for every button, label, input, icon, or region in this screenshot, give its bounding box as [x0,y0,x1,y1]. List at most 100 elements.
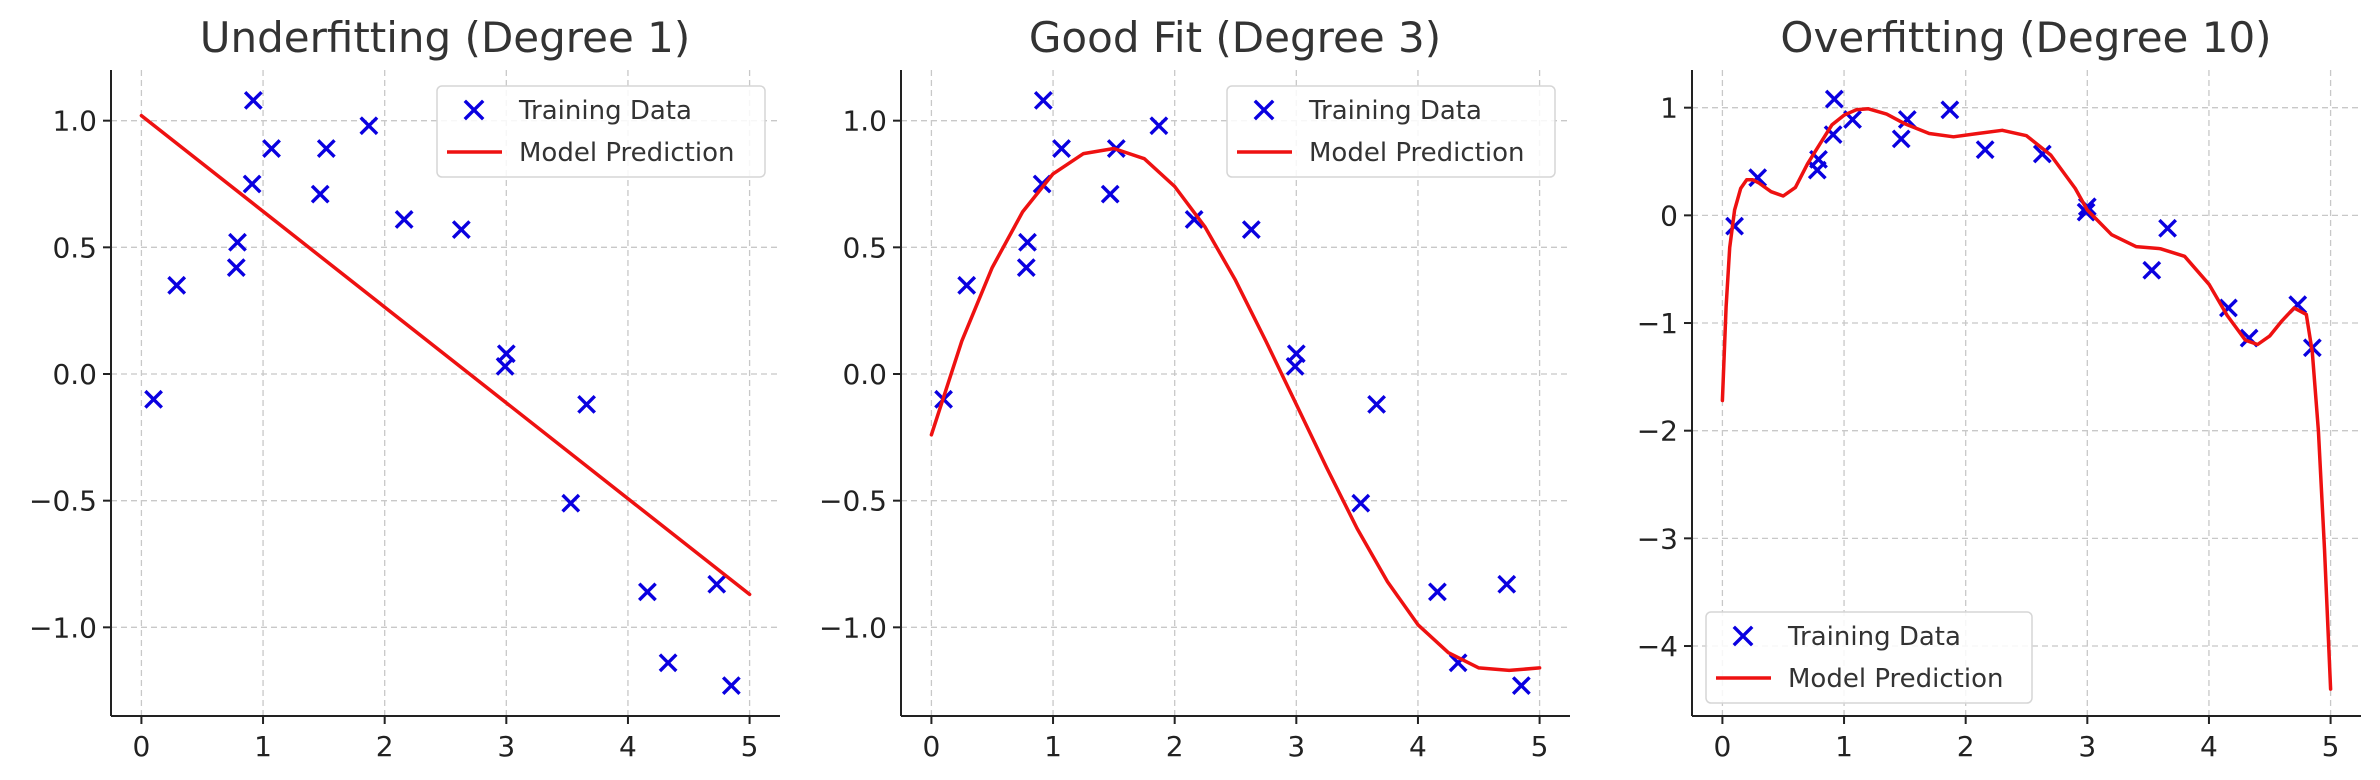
chart-3-training-point-3 [1807,160,1827,180]
chart-2-training-point-14 [1351,493,1371,513]
chart-2-ytick-label-2: 0.0 [842,358,887,391]
chart-3: Overfitting (Degree 10) 0 1 2 3 4 5 −4 −3 −2 −1 0 1 T… [1637,13,2361,763]
chart-2-training-point-7 [1100,184,1120,204]
chart-2-training-point-10 [1184,210,1204,229]
chart-3-model-prediction-line [1720,107,2333,691]
chart-1-training-point-15 [577,394,597,414]
chart-3-legend: Training Data Model Prediction [1705,611,2033,704]
chart-3-legend-training-label: Training Data [1787,622,1961,652]
chart-1-legend-model-label: Model Prediction [519,138,735,168]
chart-2-xtick-label-2: 2 [1166,730,1184,763]
chart-2-training-point-6 [1052,139,1071,158]
chart-2-training-point-9 [1149,116,1169,136]
chart-3-legend-training-marker [1732,625,1754,647]
chart-1-training-point-10 [394,210,414,229]
chart-3-ytick-label-0: −4 [1637,630,1678,663]
chart-2-legend-training-marker [1253,99,1275,121]
chart-1-training-point-3 [226,258,246,278]
chart-1-training-point-8 [316,139,336,158]
chart-1-ytick-label-1: −0.5 [29,485,97,518]
chart-2-ytick-label-3: 0.5 [842,231,887,264]
chart-2-title: Good Fit (Degree 3) [1029,13,1441,62]
chart-2-legend: Training Data Model Prediction [1226,85,1556,178]
chart-3-xtick-label-1: 1 [1835,730,1853,763]
chart-2-training-point-15 [1367,394,1387,414]
chart-2-training-point-1 [957,275,977,295]
chart-1-training-point-16 [638,582,657,602]
chart-1-training-point-17 [658,653,678,673]
chart-2-training-point-2 [1018,232,1037,252]
chart-1-legend-training-marker [463,99,485,121]
chart-1-legend-box [436,85,766,178]
chart-1-training-point-14 [561,493,581,513]
chart-1-training-point-18 [707,574,727,594]
chart-2-legend-model-label: Model Prediction [1309,138,1525,168]
chart-2-training-point-18 [1497,574,1517,594]
chart-3-ytick-label-5: 1 [1660,92,1678,125]
chart-1-title: Underfitting (Degree 1) [200,13,691,62]
chart-1-training-point-7 [310,184,330,204]
chart-1-xtick-label-1: 1 [254,730,272,763]
chart-1-training-point-5 [242,174,262,194]
chart-2-xtick-label-4: 4 [1409,730,1427,763]
chart-3-training-point-11 [2032,144,2052,164]
chart-2-training-point-16 [1428,582,1447,602]
chart-2-ytick-label-4: 1.0 [842,105,887,138]
chart-3-legend-box [1705,611,2033,704]
chart-3-training-point-4 [1824,89,1844,109]
chart-1-training-point-2 [228,232,247,252]
chart-3-ytick-label-2: −2 [1637,415,1678,448]
chart-1-training-point-11 [451,220,471,240]
chart-1-xtick-label-2: 2 [376,730,394,763]
chart-3-training-point-9 [1940,100,1960,120]
chart-3-xtick-label-5: 5 [2322,730,2340,763]
chart-3-training-point-12 [2076,202,2096,222]
chart-2-training-point-4 [1033,90,1053,110]
chart-1-xtick-label-4: 4 [619,730,637,763]
chart-2-ytick-label-1: −0.5 [819,485,887,518]
chart-2-ytick-label-0: −1.0 [819,611,887,644]
chart-2-model-prediction-line [929,146,1542,673]
chart-2-training-point-3 [1016,258,1036,278]
chart-3-xtick-label-4: 4 [2200,730,2218,763]
chart-3-ytick-label-4: 0 [1660,199,1678,232]
chart-1-xtick-label-3: 3 [497,730,515,763]
chart-3-training-point-0 [1725,216,1744,236]
chart-1-legend-training-label: Training Data [518,96,692,126]
chart-2-xtick-label-0: 0 [922,730,940,763]
chart-3-ytick-label-1: −3 [1637,522,1678,555]
chart-3-training-point-7 [1891,129,1911,149]
chart-3-xtick-label-2: 2 [1957,730,1975,763]
chart-1-ytick-label-3: 0.5 [52,231,97,264]
chart-2-legend-box [1226,85,1556,178]
chart-3-legend-model-label: Model Prediction [1788,664,2004,694]
chart-1-training-point-0 [144,389,163,409]
chart-1: Underfitting (Degree 1) 0 1 2 3 4 5 −1.0 −0.5 0.0… [29,13,780,763]
chart-2-training-point-13 [1286,344,1306,364]
chart-1-ytick-label-4: 1.0 [52,105,97,138]
chart-1-xtick-label-0: 0 [132,730,150,763]
chart-1-training-point-1 [167,275,187,295]
chart-1-model-prediction-line [139,113,752,597]
chart-2-training-point-11 [1241,220,1261,240]
chart-3-training-point-10 [1975,140,1995,160]
chart-3-title: Overfitting (Degree 10) [1780,13,2271,62]
chart-3-ytick-label-3: −1 [1637,307,1678,340]
chart-2-xtick-label-1: 1 [1044,730,1062,763]
chart-2-xtick-label-3: 3 [1287,730,1305,763]
chart-1-training-point-13 [496,344,516,364]
chart-2: Good Fit (Degree 3) 0 1 2 3 4 5 −1.0 −0.5 0.0 0.5 1… [819,13,1570,763]
chart-1-xtick-label-5: 5 [741,730,759,763]
chart-2-legend-training-label: Training Data [1308,96,1482,126]
chart-2-training-point-19 [1511,676,1531,696]
chart-3-training-point-14 [2142,260,2162,280]
chart-1-legend: Training Data Model Prediction [436,85,766,178]
chart-3-xtick-label-0: 0 [1713,730,1731,763]
chart-3-training-point-1 [1748,168,1768,188]
chart-2-xtick-label-5: 5 [1531,730,1549,763]
chart-1-ytick-label-0: −1.0 [29,611,97,644]
chart-1-training-point-9 [359,116,379,136]
chart-3-xtick-label-3: 3 [2078,730,2096,763]
chart-3-training-point-15 [2158,218,2178,238]
